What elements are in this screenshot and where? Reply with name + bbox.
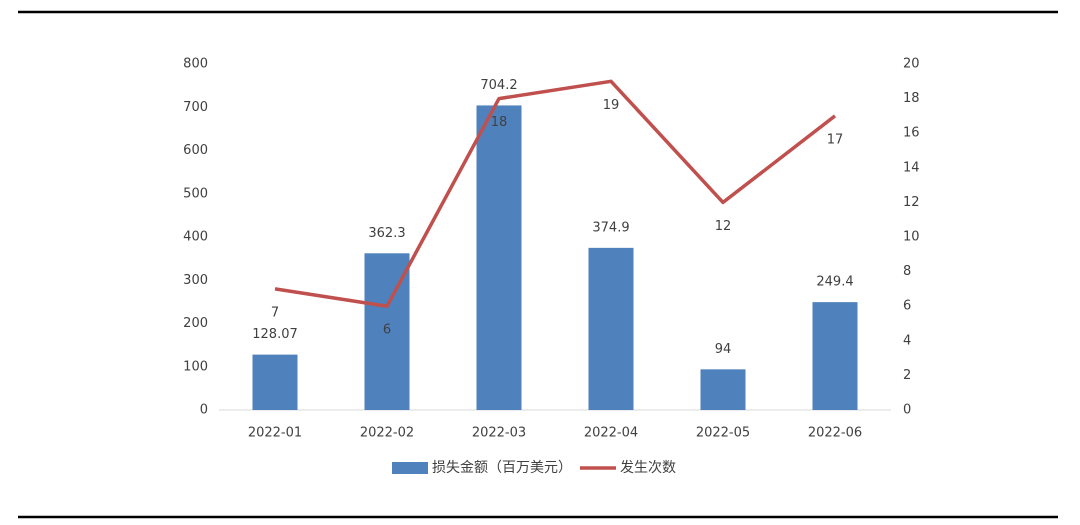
bar	[588, 247, 634, 410]
y2-tick-label: 4	[903, 333, 911, 348]
x-tick-label: 2022-04	[584, 426, 638, 441]
data-label: 17	[827, 132, 844, 147]
x-tick-label: 2022-02	[360, 426, 414, 441]
y2-tick-label: 16	[903, 126, 920, 141]
y2-tick-label: 14	[903, 160, 920, 175]
bar	[476, 105, 522, 410]
y2-tick-label: 10	[903, 230, 920, 245]
y-tick-label: 500	[183, 186, 208, 201]
x-tick-label: 2022-01	[248, 426, 302, 441]
data-label: 704.2	[480, 78, 517, 93]
y-tick-label: 100	[183, 359, 208, 374]
legend-swatch	[392, 462, 428, 474]
y2-tick-label: 8	[903, 264, 911, 279]
bar	[700, 369, 746, 410]
y-tick-label: 0	[200, 403, 208, 418]
y-tick-label: 300	[183, 273, 208, 288]
data-label: 7	[271, 305, 279, 320]
data-label: 362.3	[368, 226, 405, 241]
data-label: 6	[383, 323, 391, 338]
y2-tick-label: 12	[903, 195, 920, 210]
bar	[812, 302, 858, 410]
data-label: 18	[491, 115, 508, 130]
x-tick-label: 2022-05	[696, 426, 750, 441]
bar	[252, 354, 298, 410]
x-tick-label: 2022-03	[472, 426, 526, 441]
y2-tick-label: 6	[903, 299, 911, 314]
data-label: 128.07	[252, 327, 298, 342]
line	[274, 79, 837, 308]
data-label: 19	[603, 98, 620, 113]
y2-tick-label: 18	[903, 91, 920, 106]
y2-tick-label: 2	[903, 368, 911, 383]
x-tick-label: 2022-06	[808, 426, 862, 441]
y-tick-label: 800	[183, 57, 208, 72]
data-label: 12	[715, 219, 732, 234]
y2-tick-label: 0	[903, 403, 911, 418]
y-tick-label: 600	[183, 143, 208, 158]
data-label: 374.9	[592, 220, 629, 235]
y-tick-label: 400	[183, 230, 208, 245]
data-label: 94	[715, 342, 732, 357]
data-label: 249.4	[816, 275, 853, 290]
legend-label: 发生次数	[620, 460, 676, 476]
legend-label: 损失金额（百万美元）	[432, 460, 572, 476]
y-tick-label: 700	[183, 100, 208, 115]
y2-tick-label: 20	[903, 57, 920, 72]
y-tick-label: 200	[183, 316, 208, 331]
